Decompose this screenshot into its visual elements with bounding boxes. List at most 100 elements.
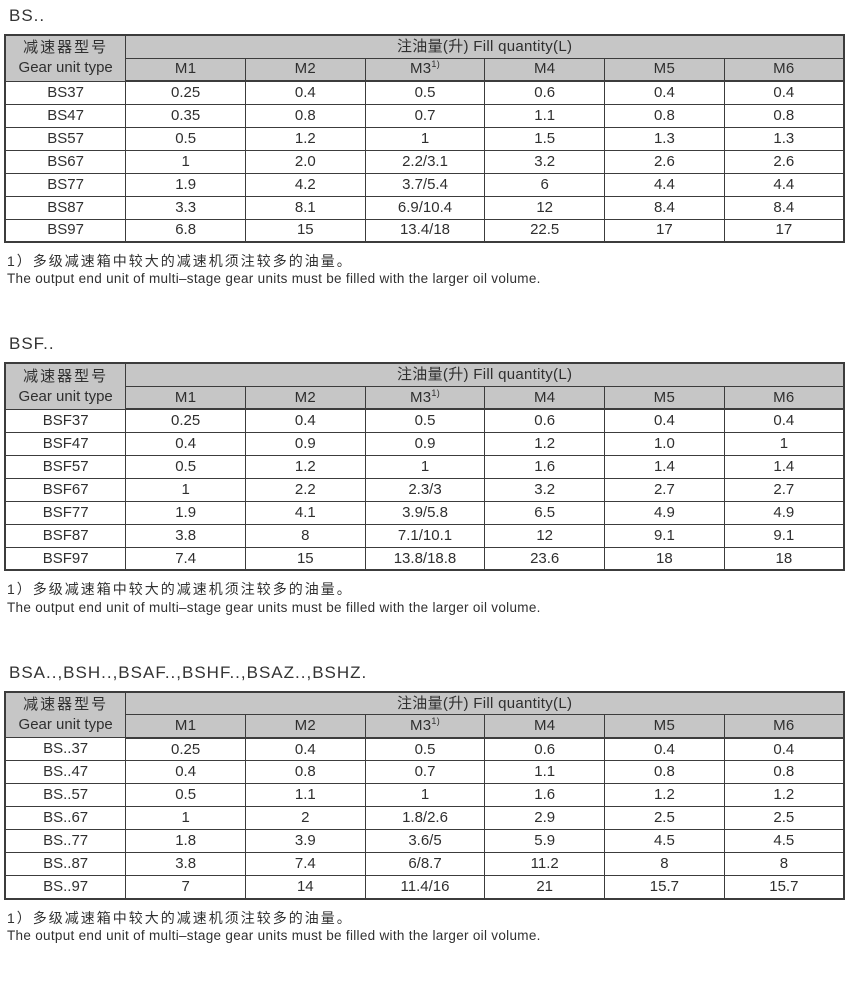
gear-unit-model: BS97 bbox=[4, 218, 127, 243]
fill-quantity-cell: 1.8 bbox=[125, 829, 246, 854]
fill-quantity-cell: 1.6 bbox=[484, 454, 606, 479]
fill-quantity-cell: 3.9 bbox=[244, 829, 366, 854]
column-header-row: M1 M2 M31) M4 M5 M6 bbox=[5, 57, 845, 82]
fill-quantity-cell: 1.2 bbox=[244, 454, 366, 479]
table-row: BSF57 0.5 1.2 1 1.6 1.4 1.4 bbox=[4, 454, 845, 479]
fill-quantity-cell: 4.9 bbox=[723, 500, 845, 525]
fill-quantity-cell: 4.5 bbox=[723, 829, 845, 854]
fill-quantity-cell: 1 bbox=[125, 149, 246, 174]
fill-quantity-cell: 1.3 bbox=[723, 126, 845, 151]
fill-quantity-cell: 8 bbox=[244, 523, 366, 548]
fill-quantity-cell: 1.4 bbox=[723, 454, 845, 479]
fill-quantity-cell: 2.5 bbox=[723, 806, 845, 831]
fill-quantity-cell: 4.2 bbox=[244, 172, 366, 197]
section-title: BS.. bbox=[9, 6, 46, 25]
gear-unit-type-label-zh: 减速器型号 bbox=[23, 696, 109, 714]
fill-quantity-cell: 0.8 bbox=[244, 103, 366, 128]
column-label: M6 bbox=[773, 717, 795, 735]
column-label: M4 bbox=[533, 717, 556, 735]
fill-quantity-table-bs: 减速器型号 Gear unit type 注油量(升) Fill quantit… bbox=[4, 34, 845, 243]
fill-quantity-cell: 0.7 bbox=[364, 760, 486, 785]
gear-unit-model: BSF57 bbox=[4, 454, 127, 479]
table-row: BSF67 1 2.2 2.3/3 3.2 2.7 2.7 bbox=[4, 477, 845, 502]
section-bs: BS.. 减速器型号 Gear unit type 注油量(升) Fill qu… bbox=[4, 6, 848, 288]
fill-quantity-cell: 11.4/16 bbox=[364, 875, 486, 900]
fill-quantity-cell: 15 bbox=[244, 546, 366, 571]
fill-quantity-cell: 1.5 bbox=[484, 126, 606, 151]
column-label: M6 bbox=[773, 388, 795, 406]
fill-quantity-cell: 3.8 bbox=[125, 852, 246, 877]
fill-quantity-cell: 14 bbox=[244, 875, 366, 900]
footnote-marker: 1) bbox=[431, 716, 441, 727]
header-row-top: 减速器型号 Gear unit type 注油量(升) Fill quantit… bbox=[4, 362, 845, 410]
gear-unit-model: BSF37 bbox=[4, 408, 127, 433]
column-label: M5 bbox=[653, 717, 676, 735]
fill-quantity-cell: 1.1 bbox=[484, 760, 606, 785]
fill-quantity-cell: 2.5 bbox=[604, 806, 725, 831]
fill-quantity-cell: 13.8/18.8 bbox=[364, 546, 486, 571]
column-header-m3: M31) bbox=[364, 714, 486, 739]
column-label: M4 bbox=[533, 60, 556, 78]
gear-unit-model: BS37 bbox=[4, 80, 127, 105]
table-row: BS..67 1 2 1.8/2.6 2.9 2.5 2.5 bbox=[4, 806, 845, 831]
table-row: BS87 3.3 8.1 6.9/10.4 12 8.4 8.4 bbox=[4, 195, 845, 220]
header-row-top: 减速器型号 Gear unit type 注油量(升) Fill quantit… bbox=[4, 34, 845, 82]
fill-quantity-cell: 0.25 bbox=[125, 408, 246, 433]
fill-quantity-table-bsf: 减速器型号 Gear unit type 注油量(升) Fill quantit… bbox=[4, 362, 845, 572]
fill-quantity-cell: 0.5 bbox=[125, 454, 246, 479]
footnote-en: The output end unit of multi–stage gear … bbox=[7, 271, 541, 287]
fill-quantity-cell: 1 bbox=[364, 126, 486, 151]
table-body: BSF37 0.25 0.4 0.5 0.6 0.4 0.4 BSF47 0.4 0.9 0.9 1.… bbox=[4, 408, 845, 571]
gear-unit-model: BS87 bbox=[4, 195, 127, 220]
fill-quantity-cell: 1.2 bbox=[244, 126, 366, 151]
fill-quantity-cell: 2.6 bbox=[604, 149, 725, 174]
fill-quantity-cell: 0.5 bbox=[364, 737, 486, 762]
fill-quantity-header: 注油量(升) Fill quantity(L) bbox=[125, 362, 845, 387]
table-row: BSF97 7.4 15 13.8/18.8 23.6 18 18 bbox=[4, 546, 845, 571]
fill-quantity-cell: 6.5 bbox=[484, 500, 606, 525]
fill-quantity-cell: 11.2 bbox=[484, 852, 606, 877]
gear-unit-model: BS..37 bbox=[4, 737, 127, 762]
fill-quantity-cell: 3.6/5 bbox=[364, 829, 486, 854]
column-label: M5 bbox=[653, 60, 676, 78]
gear-unit-model: BS..67 bbox=[4, 806, 127, 831]
gear-unit-model: BS67 bbox=[4, 149, 127, 174]
fill-quantity-cell: 18 bbox=[723, 546, 845, 571]
footnote-en: The output end unit of multi–stage gear … bbox=[7, 928, 541, 943]
section-bsa-bsh-variants: BSA..,BSH..,BSAF..,BSHF..,BSAZ..,BSHZ. 减… bbox=[4, 663, 848, 945]
fill-quantity-cell: 1.9 bbox=[125, 500, 246, 525]
table-row: BS..77 1.8 3.9 3.6/5 5.9 4.5 4.5 bbox=[4, 829, 845, 854]
column-label: M1 bbox=[174, 717, 197, 735]
fill-quantity-cell: 3.2 bbox=[484, 477, 606, 502]
column-header-m6: M6 bbox=[723, 714, 845, 739]
gear-unit-model: BS..77 bbox=[4, 829, 127, 854]
table-row: BS..87 3.8 7.4 6/8.7 11.2 8 8 bbox=[4, 852, 845, 877]
column-header-m3: M31) bbox=[364, 57, 486, 82]
gear-unit-model: BS47 bbox=[4, 103, 127, 128]
fill-quantity-cell: 6.8 bbox=[125, 218, 246, 243]
fill-quantity-header: 注油量(升) Fill quantity(L) bbox=[125, 34, 845, 59]
table-row: BS67 1 2.0 2.2/3.1 3.2 2.6 2.6 bbox=[4, 149, 845, 174]
column-label: M3 bbox=[409, 717, 432, 735]
column-header-m5: M5 bbox=[604, 385, 725, 411]
fill-quantity-cell: 0.9 bbox=[244, 431, 366, 456]
section-title: BSF.. bbox=[9, 334, 55, 354]
fill-quantity-cell: 0.25 bbox=[125, 80, 246, 105]
fill-quantity-cell: 5.9 bbox=[484, 829, 606, 854]
table-row: BS47 0.35 0.8 0.7 1.1 0.8 0.8 bbox=[4, 103, 845, 128]
header-row-top: 减速器型号 Gear unit type 注油量(升) Fill quantit… bbox=[4, 691, 845, 739]
gear-unit-type-label-zh: 减速器型号 bbox=[23, 367, 109, 385]
column-label: M2 bbox=[294, 388, 317, 406]
fill-quantity-cell: 1.6 bbox=[484, 783, 606, 808]
fill-quantity-cell: 1.3 bbox=[604, 126, 725, 151]
fill-quantity-cell: 1 bbox=[125, 477, 246, 502]
fill-quantity-cell: 1 bbox=[364, 783, 486, 808]
fill-quantity-cell: 8.1 bbox=[244, 195, 366, 220]
footnote: 1）多级减速箱中较大的减速机须注较多的油量。 The output end un… bbox=[7, 252, 848, 288]
footnote-zh: 1）多级减速箱中较大的减速机须注较多的油量。 bbox=[7, 253, 353, 269]
table-row: BSF37 0.25 0.4 0.5 0.6 0.4 0.4 bbox=[4, 408, 845, 433]
fill-quantity-cell: 0.7 bbox=[364, 103, 486, 128]
column-header-m3: M31) bbox=[364, 385, 486, 411]
column-header-m2: M2 bbox=[244, 714, 366, 739]
